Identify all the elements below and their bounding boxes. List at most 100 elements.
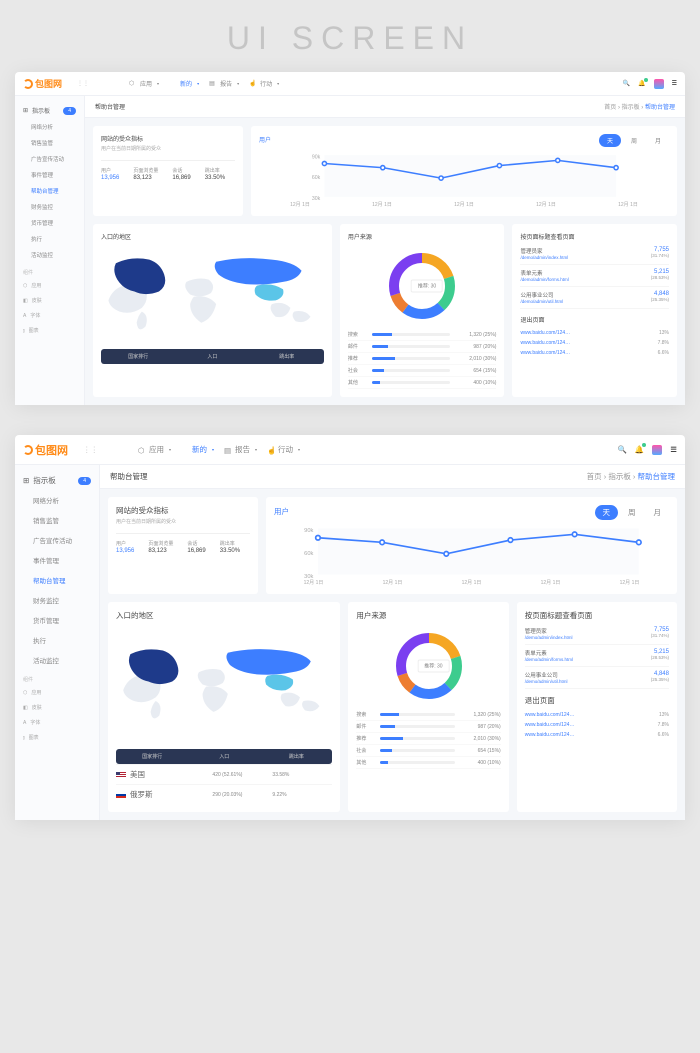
sources-card: 用户来源 推荐: 30 搜索1,320 (25%)邮件987 (20%)推荐2,…	[348, 602, 508, 812]
avatar[interactable]	[654, 79, 664, 89]
exit-row: www.baidu.com/124…7.8%	[525, 720, 669, 730]
exit-row: www.baidu.com/124…6.6%	[520, 348, 669, 358]
top-nav: 包图网 ⋮⋮ ⬡应用▾新的▾▤报告▾☝行动▾ 🔍 🔔 ☰	[15, 435, 685, 465]
metric: 会话16,869	[187, 540, 205, 554]
map-tab[interactable]: 入口	[188, 749, 260, 764]
sidebar-section[interactable]: ◧皮肤	[15, 293, 84, 308]
chart-tab[interactable]: 天	[599, 134, 621, 147]
chart-tab[interactable]: 月	[647, 134, 669, 147]
banner-title: UI SCREEN	[15, 20, 685, 57]
metric: 用户13,956	[101, 167, 119, 181]
source-row: 社会654 (15%)	[348, 365, 497, 377]
svg-text:90k: 90k	[312, 154, 321, 160]
metric: 跳出率33.50%	[205, 167, 225, 181]
sidebar-item[interactable]: 销售监管	[15, 135, 84, 151]
page-row: 管理员家/demo/admin/index.html7,755(31.74%)	[525, 623, 669, 645]
sidebar: ⊞指示板4 网络分析销售监管广告宣传活动事件管理帮助台管理财务监控货币管理执行活…	[15, 96, 85, 405]
page-row: 表单元素/demo/admin/forms.html5,215(28.53%)	[525, 645, 669, 667]
nav-item[interactable]: 新的▾	[169, 79, 199, 88]
sidebar-section[interactable]: ◧皮肤	[15, 700, 99, 715]
source-row: 其他400 (10%)	[356, 757, 500, 769]
map-tab[interactable]: 入口	[175, 349, 249, 364]
sidebar-item[interactable]: 销售监管	[15, 510, 99, 530]
users-chart-card: 用户天周月 90k60k30k 12月 1日12月 1日12月 1日12月 1日…	[266, 497, 677, 594]
sidebar-item[interactable]: 执行	[15, 231, 84, 247]
nav-item[interactable]: 新的▾	[181, 444, 214, 455]
sidebar-item[interactable]: 货币管理	[15, 610, 99, 630]
sidebar: ⊞指示板4 网络分析销售监管广告宣传活动事件管理帮助台管理财务监控货币管理执行活…	[15, 465, 100, 820]
chart-tab[interactable]: 周	[623, 134, 645, 147]
sidebar-item[interactable]: 财务监控	[15, 590, 99, 610]
menu-icon[interactable]: ☰	[670, 445, 677, 454]
page-row: 管理员家/demo/admin/index.html7,755(31.74%)	[520, 243, 669, 265]
sidebar-item[interactable]: 网络分析	[15, 490, 99, 510]
sidebar-head[interactable]: ⊞指示板4	[15, 102, 84, 119]
audience-card: 网站的受众指标 用户在当前日期所属的受众 用户13,956页面浏览量83,123…	[93, 126, 243, 216]
sidebar-section[interactable]: ⫾图表	[15, 730, 99, 745]
bell-icon[interactable]: 🔔	[638, 80, 645, 87]
sidebar-item[interactable]: 广告宣传活动	[15, 530, 99, 550]
svg-text:90k: 90k	[304, 528, 313, 534]
menu-icon[interactable]: ☰	[672, 80, 677, 87]
source-row: 搜索1,320 (25%)	[356, 709, 500, 721]
users-chart-card: 用户天周月 90k60k30k 12月 1日12月 1日12月 1日12月 1日…	[251, 126, 677, 216]
exit-row: www.baidu.com/124…6.6%	[525, 730, 669, 740]
sidebar-item[interactable]: 帮助台管理	[15, 570, 99, 590]
sidebar-item[interactable]: 货币管理	[15, 215, 84, 231]
sidebar-item[interactable]: 活动监控	[15, 650, 99, 670]
bell-icon[interactable]: 🔔	[635, 445, 644, 454]
search-icon[interactable]: 🔍	[623, 80, 630, 87]
map-tab[interactable]: 国家排行	[116, 749, 188, 764]
source-row: 推荐2,010 (30%)	[348, 353, 497, 365]
metric: 用户13,956	[116, 540, 134, 554]
source-row: 邮件987 (20%)	[356, 721, 500, 733]
nav-item[interactable]: ☝行动▾	[249, 79, 279, 88]
sidebar-section[interactable]: ⬡应用	[15, 685, 99, 700]
nav-item[interactable]: ⬡应用▾	[138, 444, 171, 455]
top-nav: 包图网 ⋮⋮ ⬡应用▾新的▾▤报告▾☝行动▾ 🔍 🔔 ☰	[15, 72, 685, 96]
pages-card: 按页面标题查看页面 管理员家/demo/admin/index.html7,75…	[517, 602, 677, 812]
svg-text:60k: 60k	[304, 551, 313, 557]
nav-item[interactable]: ☝行动▾	[267, 444, 300, 455]
exit-row: www.baidu.com/124…13%	[520, 328, 669, 338]
logo[interactable]: 包图网	[23, 442, 68, 458]
map-card: 入口的地区 国家排行入口跳出率 美国420 (52.61%)33.58%俄罗斯2…	[108, 602, 340, 812]
sidebar-head[interactable]: ⊞指示板4	[15, 471, 99, 490]
sidebar-section[interactable]: ⬡应用	[15, 278, 84, 293]
sidebar-item[interactable]: 帮助台管理	[15, 183, 84, 199]
map-tab[interactable]: 跳出率	[250, 349, 324, 364]
search-icon[interactable]: 🔍	[618, 445, 627, 454]
metric: 页面浏览量83,123	[133, 167, 158, 181]
map-tab[interactable]: 跳出率	[260, 749, 332, 764]
nav-item[interactable]: ⬡应用▾	[129, 79, 159, 88]
pages-card: 按页面标题查看页面 管理员家/demo/admin/index.html7,75…	[512, 224, 677, 397]
nav-item[interactable]: ▤报告▾	[224, 444, 257, 455]
metric: 会话16,869	[172, 167, 190, 181]
map-tab[interactable]: 国家排行	[101, 349, 175, 364]
svg-text:60k: 60k	[312, 175, 321, 181]
sidebar-item[interactable]: 事件管理	[15, 550, 99, 570]
sidebar-section[interactable]: ⫾图表	[15, 323, 84, 338]
logo[interactable]: 包图网	[23, 77, 62, 90]
sidebar-item[interactable]: 网络分析	[15, 119, 84, 135]
sidebar-item[interactable]: 执行	[15, 630, 99, 650]
nav-item[interactable]: ▤报告▾	[209, 79, 239, 88]
chart-tab[interactable]: 天	[595, 505, 619, 520]
sidebar-section[interactable]: A字体	[15, 308, 84, 323]
sidebar-item[interactable]: 广告宣传活动	[15, 151, 84, 167]
chart-tab[interactable]: 周	[620, 505, 644, 520]
screenshot-main: 包图网 ⋮⋮ ⬡应用▾新的▾▤报告▾☝行动▾ 🔍 🔔 ☰ ⊞指示板4 网络分析销…	[15, 435, 685, 820]
page-row: 公用事业公司/demo/admin/util.html4,848(25.35%)	[520, 287, 669, 309]
chart-tab[interactable]: 月	[646, 505, 670, 520]
metric: 页面浏览量83,123	[148, 540, 173, 554]
sources-card: 用户来源 推荐: 30 搜索1,320 (25%)邮件987 (20%)推荐2,…	[340, 224, 505, 397]
country-row: 美国420 (52.61%)33.58%	[116, 764, 332, 784]
sidebar-item[interactable]: 财务监控	[15, 199, 84, 215]
sidebar-item[interactable]: 活动监控	[15, 247, 84, 263]
source-row: 邮件987 (20%)	[348, 341, 497, 353]
country-row: 俄罗斯290 (20.03%)9.22%	[116, 784, 332, 804]
sidebar-item[interactable]: 事件管理	[15, 167, 84, 183]
avatar[interactable]	[652, 445, 662, 455]
exit-row: www.baidu.com/124…13%	[525, 710, 669, 720]
sidebar-section[interactable]: A字体	[15, 715, 99, 730]
